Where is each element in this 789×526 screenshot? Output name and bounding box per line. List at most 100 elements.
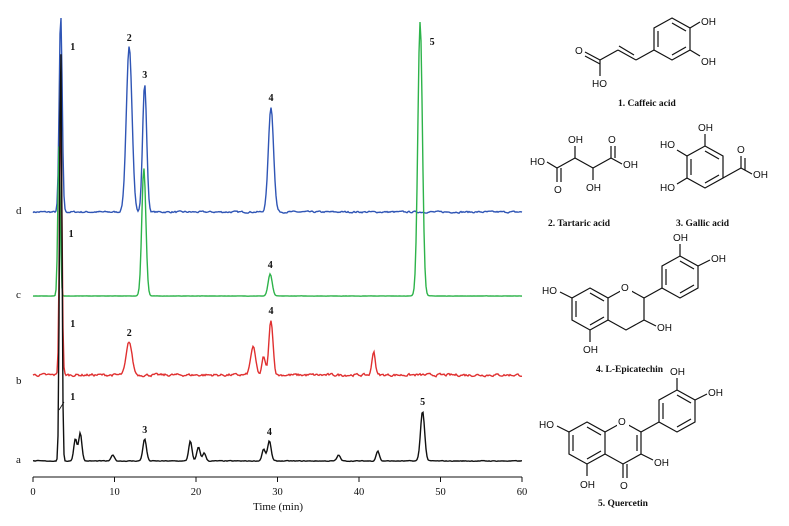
caffeic-double-bond (671, 22, 687, 32)
x-tick-label: 20 (191, 487, 202, 498)
structure-tartaric-acid (546, 146, 623, 182)
caffeic-benzene-ring (653, 17, 691, 61)
epicatechin-bond (697, 259, 711, 267)
epicatechin-bond (643, 319, 657, 327)
caffeic-double-bond (671, 46, 687, 56)
caffeic-bond (617, 49, 637, 61)
tartaric-bond (546, 161, 558, 169)
gallic-bond (676, 149, 688, 157)
caffeic-bond (689, 49, 701, 57)
caffeic-bond (635, 49, 655, 61)
gallic-double-bond (704, 174, 720, 184)
epicatechin-oh-bottom: OH (583, 345, 598, 356)
trace-name-d: d (16, 205, 22, 217)
x-tick-label: 60 (517, 487, 528, 498)
epicatechin-ring-c (607, 287, 645, 331)
trace-name-a: a (16, 454, 21, 466)
caption-gallic-acid: 3. Gallic acid (676, 219, 730, 229)
epicatechin-o-gap (620, 281, 632, 293)
gallic-bond (676, 177, 688, 185)
epicatechin-ho-left: HO (542, 286, 557, 297)
tartaric-oh-right: OH (623, 160, 638, 171)
tartaric-bond (556, 157, 576, 169)
peak-label-d-1: 1 (70, 42, 75, 53)
gallic-oh-top: OH (698, 123, 713, 134)
epicatechin-oh-c3: OH (657, 323, 672, 334)
peak-label-a-5: 5 (420, 397, 425, 408)
x-tick-label: 0 (30, 487, 35, 498)
quercetin-oh-right: OH (708, 388, 723, 399)
caffeic-ho: HO (592, 79, 607, 90)
epicatechin-double-bond (589, 316, 605, 326)
gallic-oh-right: OH (753, 170, 768, 181)
tartaric-bond (574, 157, 594, 169)
caffeic-oh-bottom: OH (701, 57, 716, 68)
quercetin-ring-b (658, 389, 696, 433)
gallic-ho-upper-left: HO (660, 140, 675, 151)
trace-name-c: c (16, 289, 21, 301)
epicatechin-double-bond (679, 260, 695, 270)
structure-epicatechin (559, 244, 711, 342)
gallic-benzene-ring (686, 145, 724, 189)
trace-a-line (32, 54, 522, 463)
quercetin-bond (640, 421, 660, 433)
tartaric-bond (610, 157, 623, 165)
quercetin-oh-bottom: OH (580, 480, 595, 491)
quercetin-ring-a (568, 421, 606, 465)
gallic-bond (740, 167, 753, 175)
caption-quercetin: 5. Quercetin (598, 499, 649, 509)
caption-epicatechin: 4. L-Epicatechin (596, 365, 664, 375)
tartaric-oh-bottom: OH (586, 183, 601, 194)
quercetin-double-bond (586, 426, 602, 436)
peak-label-c-1: 1 (69, 229, 74, 240)
caffeic-carbonyl-o: O (575, 46, 583, 57)
caffeic-double-bond (584, 55, 601, 65)
caffeic-bond (584, 51, 601, 61)
epicatechin-oh-right: OH (711, 254, 726, 265)
structure-gallic-acid (676, 134, 753, 189)
caffeic-oh-top: OH (701, 17, 716, 28)
x-axis-ticks: 0 10 20 30 40 50 60 (30, 477, 527, 498)
x-tick-label: 30 (272, 487, 283, 498)
gallic-double-bond (704, 150, 720, 160)
x-tick-label: 50 (435, 487, 446, 498)
quercetin-double-bond (586, 450, 602, 460)
quercetin-oh-top: OH (670, 367, 685, 378)
peak-label-a-1: 1 (70, 392, 75, 403)
gallic-ho-lower-left: HO (660, 183, 675, 194)
peak-label-b-1: 1 (70, 319, 75, 330)
quercetin-ring-c (604, 421, 642, 465)
caption-caffeic-acid: 1. Caffeic acid (618, 99, 676, 109)
x-tick-label: 10 (109, 487, 120, 498)
peak-label-c-5: 5 (430, 37, 435, 48)
trace-c-line (32, 21, 523, 297)
quercetin-bond (694, 393, 708, 401)
caption-tartaric-acid: 2. Tartaric acid (548, 219, 611, 229)
epicatechin-bond (643, 287, 663, 299)
tartaric-bond (592, 157, 612, 169)
tartaric-o-bottom: O (554, 185, 562, 196)
peak-label-a-3: 3 (142, 425, 147, 436)
tartaric-ho-left: HO (530, 157, 545, 168)
epicatechin-ring-a (571, 287, 609, 331)
gallic-bond (722, 167, 742, 179)
peak-label-a-4: 4 (267, 427, 272, 438)
peak-label-d-2: 2 (127, 33, 132, 44)
x-axis-label: Time (min) (253, 501, 303, 513)
quercetin-ho-left: HO (539, 420, 554, 431)
peak-label-b-4: 4 (269, 306, 274, 317)
epicatechin-oh-top: OH (673, 233, 688, 244)
structure-quercetin (556, 378, 708, 478)
peak-label-c-4: 4 (268, 260, 273, 271)
quercetin-oh-c3: OH (654, 458, 669, 469)
quercetin-o-gap (617, 415, 629, 427)
quercetin-carbonyl-o: O (620, 481, 628, 492)
trace-b-line (32, 112, 523, 378)
x-tick-label: 40 (354, 487, 365, 498)
peak-label-d-3: 3 (142, 70, 147, 81)
epicatechin-double-bond (589, 292, 605, 302)
quercetin-double-bond (676, 418, 692, 428)
peak-label-d-4: 4 (269, 93, 274, 104)
peak-labels: 1 2 3 4 1 4 5 1 2 4 1 3 4 5 (58, 33, 435, 438)
tartaric-o-top: O (608, 135, 616, 146)
